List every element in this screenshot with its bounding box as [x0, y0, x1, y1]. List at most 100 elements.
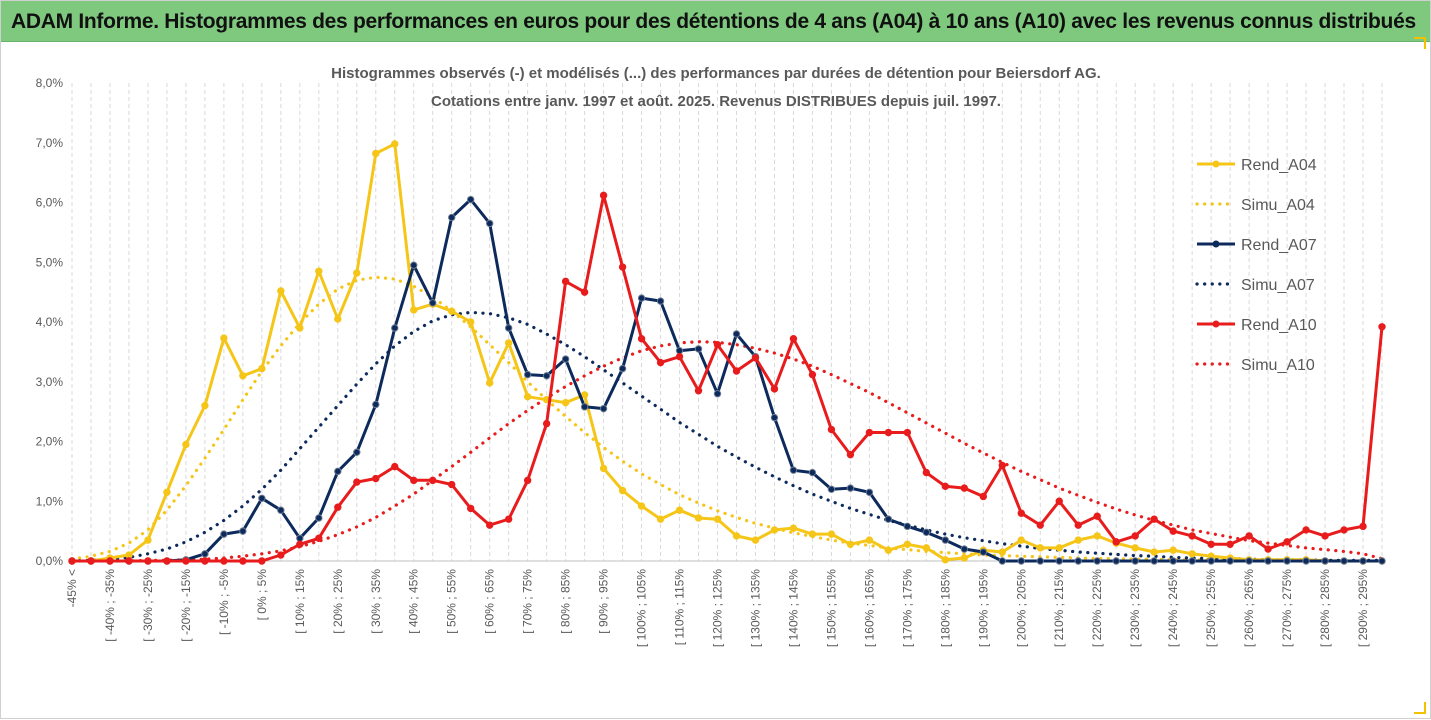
data-point-rend-a10: [618, 263, 627, 271]
data-point-rend-a10: [1340, 526, 1348, 534]
data-point-rend-a07: [846, 484, 855, 492]
report-header: ADAM Informe. Histogrammes des performan…: [1, 1, 1430, 42]
x-tick-label: [ -20% ; -15%: [179, 569, 193, 642]
data-point-rend-a10: [979, 492, 988, 501]
x-tick-label: [ 230% ; 235%: [1128, 569, 1142, 647]
data-point-rend-a07: [1359, 557, 1367, 565]
data-point-rend-a07: [1017, 557, 1025, 565]
data-point-rend-a07: [466, 195, 475, 204]
x-tick-label: [ 270% ; 275%: [1280, 569, 1294, 647]
x-tick-label: [ 210% ; 215%: [1052, 569, 1066, 647]
x-tick-label: [ -40% ; -35%: [103, 569, 117, 642]
data-point-rend-a07: [258, 494, 266, 502]
data-point-rend-a04: [1188, 550, 1196, 558]
data-point-rend-a04: [182, 440, 190, 449]
data-point-rend-a10: [1378, 323, 1386, 331]
data-point-rend-a04: [884, 546, 893, 554]
data-point-rend-a07: [372, 400, 380, 409]
data-point-rend-a10: [1017, 509, 1025, 517]
data-point-rend-a04: [334, 315, 342, 323]
data-point-rend-a10: [1302, 526, 1310, 534]
x-tick-label: [ 30% ; 35%: [369, 569, 383, 634]
legend: Rend_A04 Simu_A04 Rend_A07 Simu_A07 Rend_A10…: [1195, 157, 1317, 374]
x-tick-label: [ 10% ; 15%: [293, 569, 307, 634]
data-point-rend-a10: [808, 370, 817, 379]
data-point-rend-a04: [1131, 544, 1139, 552]
legend-marker-rend-a04: [1212, 160, 1220, 168]
data-point-rend-a10: [1150, 515, 1158, 523]
data-point-rend-a04: [865, 536, 874, 544]
data-point-rend-a10: [713, 341, 722, 349]
data-point-rend-a10: [960, 484, 969, 492]
data-point-rend-a07: [580, 403, 589, 411]
x-tick-label: [ 20% ; 25%: [331, 569, 345, 634]
data-point-rend-a04: [694, 514, 703, 522]
data-point-rend-a10: [675, 352, 684, 361]
data-point-rend-a04: [732, 532, 741, 540]
x-tick-label: [ 250% ; 255%: [1204, 569, 1218, 647]
data-point-rend-a04: [372, 149, 380, 158]
data-point-rend-a07: [334, 467, 342, 476]
data-point-rend-a04: [561, 398, 570, 407]
data-point-rend-a04: [1150, 548, 1158, 556]
x-tick-label: [ 120% ; 125%: [711, 569, 725, 647]
data-point-rend-a04: [618, 486, 627, 495]
data-point-rend-a07: [296, 534, 304, 542]
data-point-rend-a07: [448, 213, 456, 222]
data-point-rend-a10: [732, 367, 741, 375]
data-point-rend-a07: [1150, 557, 1158, 565]
data-point-rend-a07: [808, 468, 817, 477]
data-point-rend-a10: [523, 476, 532, 485]
data-point-rend-a04: [941, 556, 950, 564]
x-tick-label: [ 170% ; 175%: [900, 569, 914, 647]
series-line-simu-a04: [70, 275, 1384, 563]
legend-label-simu-a07: Simu_A07: [1241, 277, 1315, 294]
data-point-rend-a07: [391, 324, 399, 332]
x-tick-label: [ 150% ; 155%: [824, 569, 838, 647]
data-point-rend-a10: [353, 478, 361, 486]
data-point-rend-a07: [732, 330, 741, 338]
data-point-rend-a07: [1340, 557, 1348, 565]
data-point-rend-a07: [201, 550, 209, 558]
data-point-rend-a04: [960, 554, 969, 562]
y-tick-label: 2,0%: [36, 435, 64, 449]
data-point-rend-a07: [637, 294, 646, 302]
data-point-rend-a10: [1207, 540, 1215, 548]
data-point-rend-a04: [922, 544, 931, 552]
data-point-rend-a10: [391, 462, 399, 471]
data-point-rend-a07: [277, 506, 285, 514]
data-point-rend-a07: [239, 527, 247, 535]
data-point-rend-a04: [239, 372, 247, 380]
data-point-rend-a10: [201, 557, 209, 565]
data-point-rend-a10: [656, 358, 665, 367]
data-point-rend-a07: [865, 488, 874, 496]
x-tick-label: [ 290% ; 295%: [1356, 569, 1370, 647]
x-tick-label: [ 280% ; 285%: [1318, 569, 1332, 647]
data-point-rend-a07: [903, 522, 912, 531]
data-point-rend-a10: [410, 476, 418, 485]
data-point-rend-a07: [220, 530, 228, 538]
data-point-rend-a07: [561, 355, 570, 363]
data-point-rend-a10: [448, 480, 456, 489]
chart-title: Histogrammes observés (-) et modélisés (…: [331, 65, 1101, 82]
data-point-rend-a10: [694, 387, 703, 395]
data-point-rend-a04: [713, 515, 722, 523]
data-point-rend-a10: [922, 468, 931, 477]
data-point-rend-a10: [1188, 532, 1196, 540]
data-point-rend-a10: [1131, 532, 1139, 540]
data-point-rend-a04: [1169, 546, 1177, 554]
data-point-rend-a10: [789, 335, 798, 343]
data-point-rend-a04: [277, 287, 285, 295]
data-point-rend-a07: [1302, 557, 1310, 565]
data-point-rend-a10: [846, 450, 855, 459]
x-tick-label: [ -10% ; -5%: [217, 569, 231, 635]
data-point-rend-a10: [258, 557, 266, 565]
data-point-rend-a10: [334, 503, 342, 511]
data-point-rend-a07: [713, 390, 722, 398]
data-point-rend-a10: [239, 557, 247, 565]
data-point-rend-a07: [504, 324, 513, 332]
legend-label-simu-a10: Simu_A10: [1241, 357, 1315, 374]
data-point-rend-a10: [220, 557, 228, 565]
data-point-rend-a07: [315, 514, 323, 522]
y-tick-label: 0,0%: [36, 554, 64, 568]
